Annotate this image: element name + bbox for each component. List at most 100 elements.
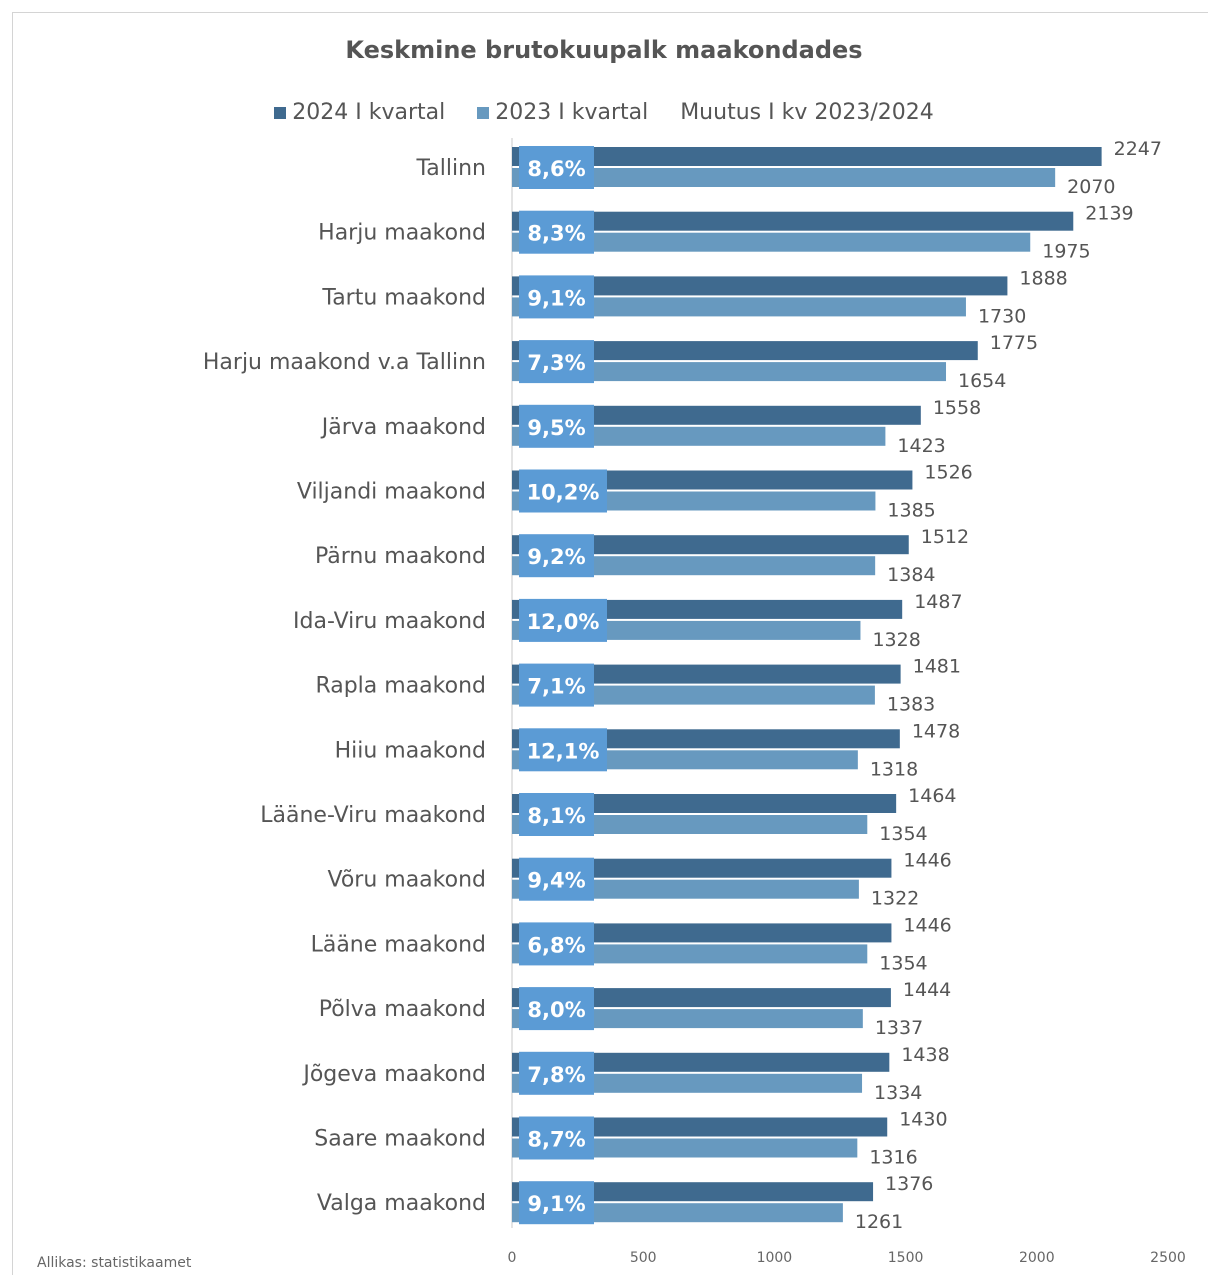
change-label-box	[519, 598, 607, 642]
bar-2023	[512, 1203, 843, 1223]
change-label-box	[519, 987, 594, 1031]
data-label-2023: 1654	[958, 370, 1006, 392]
change-label: 7,8%	[527, 1063, 585, 1087]
data-label-2024: 1446	[903, 914, 951, 936]
data-label-2023: 1337	[875, 1017, 923, 1039]
bar-2023	[512, 1073, 863, 1093]
data-label-2024: 1430	[899, 1109, 947, 1131]
change-label: 9,1%	[527, 1192, 585, 1216]
bar-2024	[512, 729, 900, 749]
data-label-2024: 1444	[903, 979, 951, 1001]
bar-2024	[512, 535, 909, 555]
data-label-2024: 1464	[908, 785, 956, 807]
change-label: 7,1%	[527, 675, 585, 699]
bar-2023	[512, 1138, 858, 1158]
change-label: 9,1%	[527, 286, 585, 310]
category-label: Järva maakond	[320, 415, 486, 440]
data-label-2023: 1423	[897, 435, 945, 457]
category-label: Viljandi maakond	[297, 480, 486, 505]
change-label: 9,2%	[527, 545, 585, 569]
change-label-box	[519, 793, 594, 836]
chart-frame	[12, 12, 1208, 1275]
category-label: Hiiu maakond	[335, 738, 486, 763]
change-label: 12,0%	[527, 610, 600, 634]
change-label: 9,5%	[527, 416, 585, 440]
change-label-box	[519, 728, 607, 772]
x-tick-label: 2500	[1150, 1250, 1186, 1266]
bar-2023	[512, 168, 1056, 187]
data-label-2023: 1318	[870, 758, 918, 780]
change-label: 7,3%	[527, 351, 585, 375]
legend: 2024 I kvartal 2023 I kvartal Muutus I k…	[0, 100, 1208, 125]
bar-2023	[512, 426, 886, 446]
legend-label-2024: 2024 I kvartal	[292, 100, 446, 125]
category-label: Pärnu maakond	[315, 544, 486, 569]
change-label-box	[519, 1116, 594, 1160]
data-label-2023: 1354	[879, 952, 927, 974]
bar-2023	[512, 232, 1031, 252]
change-label-box	[519, 210, 594, 254]
data-label-2023: 1385	[887, 500, 935, 522]
legend-item-change: Muutus I kv 2023/2024	[680, 100, 934, 125]
category-label: Harju maakond v.a Tallinn	[203, 350, 486, 375]
data-label-2023: 2070	[1067, 176, 1115, 198]
change-label: 8,1%	[527, 804, 585, 828]
bar-2024	[512, 923, 892, 943]
change-label: 10,2%	[527, 481, 600, 505]
bar-2024	[512, 147, 1102, 166]
x-tick-label: 0	[508, 1250, 517, 1266]
bar-2023	[512, 944, 868, 964]
data-label-2024: 1775	[990, 332, 1038, 354]
x-tick-label: 1500	[888, 1250, 924, 1266]
change-label: 12,1%	[527, 739, 600, 763]
legend-label-change: Muutus I kv 2023/2024	[680, 100, 934, 125]
bar-2024	[512, 211, 1074, 231]
data-label-2024: 1487	[914, 591, 962, 613]
data-label-2024: 1526	[924, 462, 972, 484]
change-label: 9,4%	[527, 869, 585, 893]
data-label-2023: 1316	[869, 1147, 917, 1169]
data-label-2024: 1446	[903, 850, 951, 872]
change-label: 8,0%	[527, 998, 585, 1022]
category-label: Tallinn	[415, 156, 486, 181]
bar-2024	[512, 1117, 888, 1137]
data-label-2023: 1328	[872, 629, 920, 651]
bar-2024	[512, 599, 903, 619]
data-label-2023: 1354	[879, 823, 927, 845]
data-label-2024: 1438	[901, 1044, 949, 1066]
bar-2024	[512, 405, 921, 425]
category-label: Saare maakond	[314, 1127, 486, 1152]
data-label-2024: 1376	[885, 1173, 933, 1195]
legend-item-2024: 2024 I kvartal	[274, 100, 445, 125]
change-label: 8,3%	[527, 222, 585, 246]
change-label: 8,7%	[527, 1128, 585, 1152]
change-label: 6,8%	[527, 933, 585, 957]
bar-2024	[512, 1052, 890, 1072]
category-label: Harju maakond	[318, 221, 486, 246]
category-label: Võru maakond	[327, 868, 486, 893]
category-label: Ida-Viru maakond	[293, 609, 486, 634]
change-label-box	[519, 340, 594, 384]
data-label-2024: 1481	[913, 656, 961, 678]
change-label-box	[519, 663, 594, 707]
bar-2023	[512, 362, 947, 382]
change-label-box	[519, 922, 594, 966]
category-label: Rapla maakond	[315, 674, 486, 699]
bar-2023	[512, 297, 966, 317]
x-tick-label: 1000	[757, 1250, 793, 1266]
data-label-2023: 1261	[855, 1211, 903, 1233]
data-label-2023: 1384	[887, 564, 935, 586]
data-label-2024: 1478	[912, 720, 960, 742]
bar-2023	[512, 879, 859, 899]
data-label-2024: 1888	[1019, 267, 1067, 289]
data-label-2024: 2139	[1085, 203, 1133, 225]
change-label-box	[519, 146, 594, 189]
bar-2023	[512, 556, 876, 576]
x-tick-label: 500	[630, 1250, 657, 1266]
legend-item-2023: 2023 I kvartal	[477, 100, 648, 125]
legend-swatch-2023	[477, 106, 490, 119]
data-label-2023: 1383	[887, 694, 935, 716]
change-label: 8,6%	[527, 157, 585, 181]
bar-2024	[512, 858, 892, 878]
